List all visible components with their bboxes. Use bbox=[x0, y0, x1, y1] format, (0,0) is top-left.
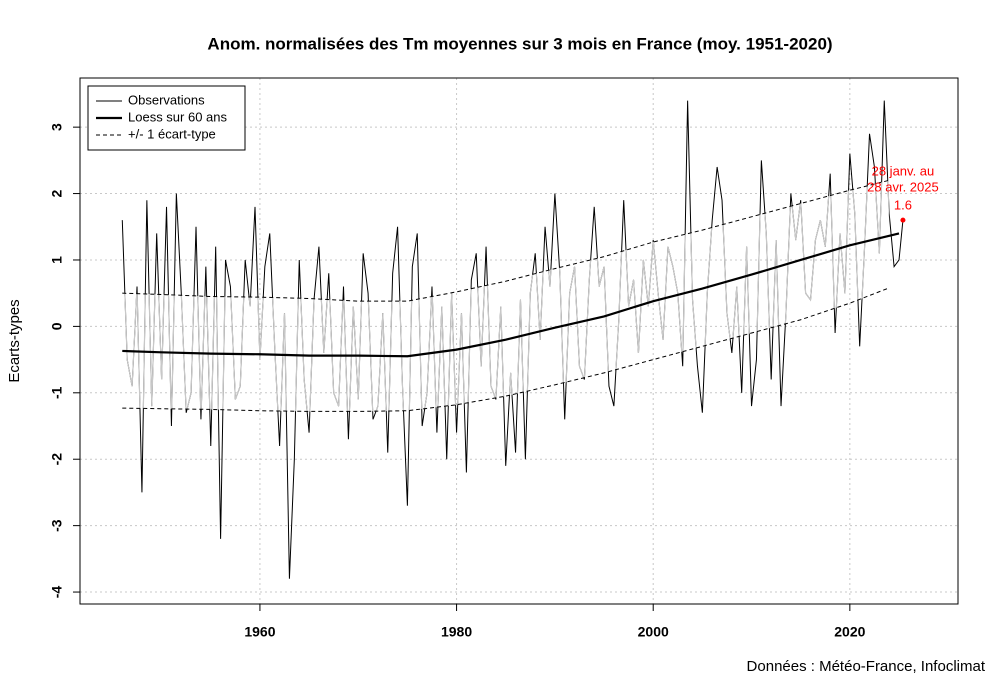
x-tick-label: 1980 bbox=[441, 624, 472, 640]
y-tick-label: -3 bbox=[49, 519, 65, 532]
x-tick-label: 2000 bbox=[638, 624, 669, 640]
legend-label: Observations bbox=[128, 92, 205, 107]
y-tick-label: -1 bbox=[49, 386, 65, 399]
band-lower bbox=[122, 287, 890, 412]
y-tick-label: -4 bbox=[49, 586, 65, 599]
y-tick-label: 2 bbox=[49, 189, 65, 197]
y-tick-label: -2 bbox=[49, 453, 65, 466]
legend-label: +/- 1 écart-type bbox=[128, 126, 216, 141]
y-tick-label: 3 bbox=[49, 123, 65, 131]
band-upper bbox=[122, 179, 890, 302]
chart-title: Anom. normalisées des Tm moyennes sur 3 … bbox=[207, 34, 832, 53]
annotation-value: 1.6 bbox=[894, 198, 912, 213]
annotation-text: 28 janv. au bbox=[872, 164, 935, 179]
y-tick-label: 0 bbox=[49, 322, 65, 330]
last-point bbox=[900, 217, 906, 223]
y-axis-label: Ecarts-types bbox=[6, 299, 23, 382]
loess-line bbox=[122, 232, 900, 358]
annotation-text: 28 avr. 2025 bbox=[867, 180, 939, 195]
x-tick-label: 1960 bbox=[244, 624, 275, 640]
plot-frame bbox=[79, 77, 959, 605]
y-tick-label: 1 bbox=[49, 256, 65, 264]
source: Données : Météo-France, Infoclimat bbox=[747, 658, 986, 675]
x-tick-label: 2020 bbox=[834, 624, 865, 640]
legend-label: Loess sur 60 ans bbox=[128, 109, 228, 124]
